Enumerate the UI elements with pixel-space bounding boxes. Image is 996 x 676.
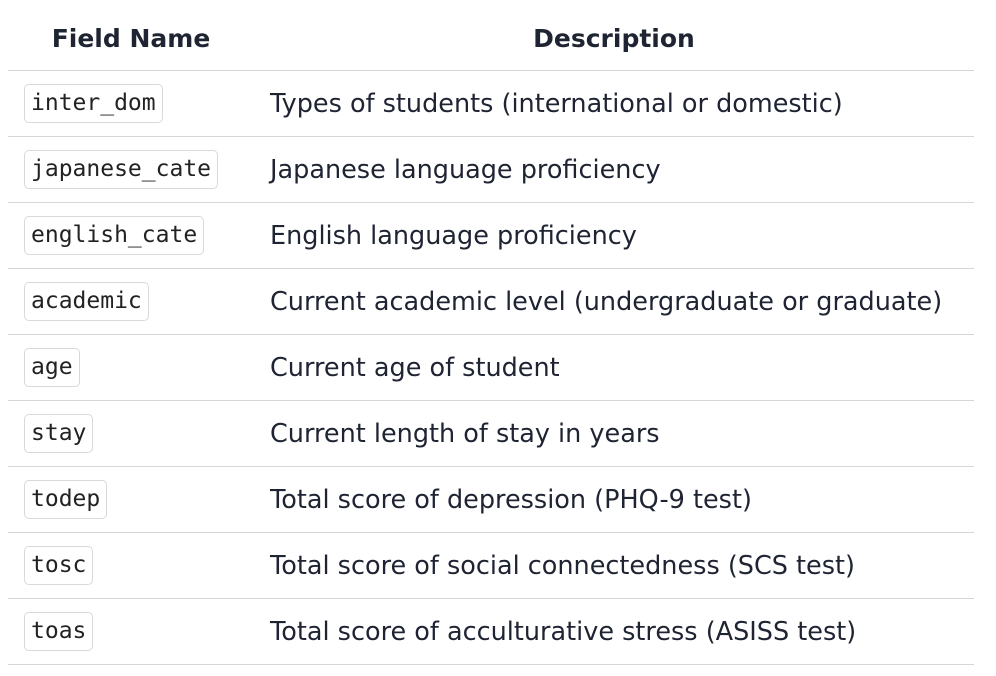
table-row: todep Total score of depression (PHQ-9 t… [8, 466, 974, 533]
table-row: inter_dom Types of students (internation… [8, 70, 974, 137]
table-row: age Current age of student [8, 334, 974, 401]
header-row: Field Name Description [8, 6, 974, 71]
description-cell: Current academic level (undergraduate or… [254, 268, 974, 335]
field-cell: japanese_cate [8, 136, 254, 203]
description-cell: Total score of acculturative stress (ASI… [254, 598, 974, 665]
table-header: Field Name Description [8, 6, 974, 71]
table-body: inter_dom Types of students (internation… [8, 70, 974, 665]
field-cell: academic [8, 268, 254, 335]
table-row: academic Current academic level (undergr… [8, 268, 974, 335]
field-code: inter_dom [24, 84, 163, 123]
description-cell: Current length of stay in years [254, 400, 974, 467]
description-cell: Total score of social connectedness (SCS… [254, 532, 974, 599]
field-cell: tosc [8, 532, 254, 599]
table-row: tosc Total score of social connectedness… [8, 532, 974, 599]
table-row: stay Current length of stay in years [8, 400, 974, 467]
field-code: academic [24, 282, 149, 321]
field-code: japanese_cate [24, 150, 219, 189]
field-cell: english_cate [8, 202, 254, 269]
field-code: todep [24, 480, 108, 519]
table-row: japanese_cate Japanese language proficie… [8, 136, 974, 203]
field-description-table-container: Field Name Description inter_dom Types o… [8, 6, 974, 665]
field-code: toas [24, 612, 94, 651]
field-code: english_cate [24, 216, 205, 255]
field-description-table: Field Name Description inter_dom Types o… [8, 6, 974, 665]
field-code: stay [24, 414, 94, 453]
header-description: Description [254, 6, 974, 71]
description-cell: Japanese language proficiency [254, 136, 974, 203]
field-cell: age [8, 334, 254, 401]
header-field-name: Field Name [8, 6, 254, 71]
description-cell: Types of students (international or dome… [254, 70, 974, 137]
field-code: age [24, 348, 80, 387]
description-cell: Current age of student [254, 334, 974, 401]
field-cell: inter_dom [8, 70, 254, 137]
field-cell: stay [8, 400, 254, 467]
table-row: toas Total score of acculturative stress… [8, 598, 974, 665]
field-cell: todep [8, 466, 254, 533]
table-row: english_cate English language proficienc… [8, 202, 974, 269]
field-code: tosc [24, 546, 94, 585]
description-cell: English language proficiency [254, 202, 974, 269]
field-cell: toas [8, 598, 254, 665]
description-cell: Total score of depression (PHQ-9 test) [254, 466, 974, 533]
